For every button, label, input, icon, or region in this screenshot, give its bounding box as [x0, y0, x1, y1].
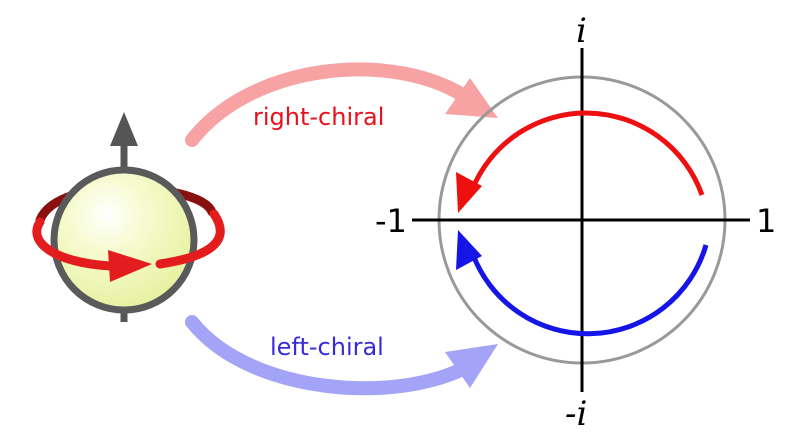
spinning-particle-icon	[32, 112, 225, 322]
left-chiral-arrowhead	[445, 344, 498, 388]
spin-axis-arrow-icon	[110, 112, 138, 146]
left-chiral-rotation-arc	[469, 244, 709, 337]
axis-label-imag-pos: i	[576, 11, 587, 51]
right-chiral-arrow	[185, 62, 498, 147]
left-chiral-arrow	[185, 315, 498, 396]
axis-label-imag-neg: -i	[565, 394, 587, 434]
right-chiral-rotation-arc	[469, 110, 705, 196]
complex-plane: -1 1 i -i	[375, 11, 776, 434]
left-chiral-label: left-chiral	[270, 333, 384, 361]
axis-label-neg-one: -1	[375, 202, 407, 240]
right-chiral-arrowhead	[445, 78, 498, 118]
rotation-arrowhead	[108, 250, 152, 282]
right-chiral-label: right-chiral	[253, 103, 384, 131]
blue-arc-arrowhead	[456, 230, 482, 270]
red-arc-arrowhead	[456, 172, 482, 213]
axis-label-pos-one: 1	[756, 202, 776, 240]
particle-sphere	[50, 166, 198, 314]
rotation-ring-tail	[155, 209, 225, 269]
rotation-arrow-icon	[32, 217, 115, 271]
